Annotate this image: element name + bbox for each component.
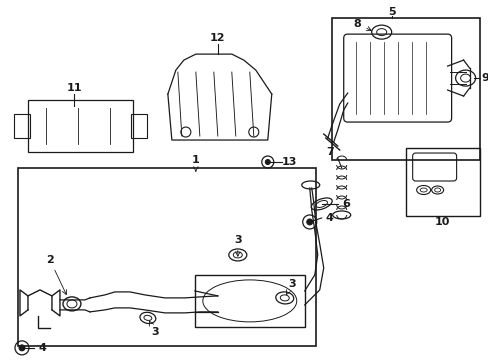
Text: 7: 7 xyxy=(325,147,333,157)
Text: 13: 13 xyxy=(282,157,297,167)
Bar xyxy=(131,114,146,138)
Bar xyxy=(18,168,315,346)
Circle shape xyxy=(306,219,312,225)
Text: 3: 3 xyxy=(149,321,159,337)
Text: 3: 3 xyxy=(234,235,241,256)
Bar xyxy=(14,114,30,138)
Text: 11: 11 xyxy=(66,83,81,93)
Circle shape xyxy=(264,159,270,165)
Text: 9: 9 xyxy=(481,73,488,83)
Text: 12: 12 xyxy=(210,33,225,43)
Text: 6: 6 xyxy=(341,199,349,209)
Text: 3: 3 xyxy=(286,279,295,294)
Text: 10: 10 xyxy=(434,217,449,227)
Text: 4: 4 xyxy=(38,343,46,353)
Bar xyxy=(405,148,479,216)
Circle shape xyxy=(19,345,25,351)
Text: 5: 5 xyxy=(387,7,395,17)
Bar xyxy=(28,100,133,152)
Bar xyxy=(194,275,304,327)
Text: 1: 1 xyxy=(192,155,199,171)
Text: 2: 2 xyxy=(46,255,66,294)
Text: 8: 8 xyxy=(353,19,370,31)
Bar xyxy=(331,18,479,160)
Text: 4: 4 xyxy=(325,213,333,223)
